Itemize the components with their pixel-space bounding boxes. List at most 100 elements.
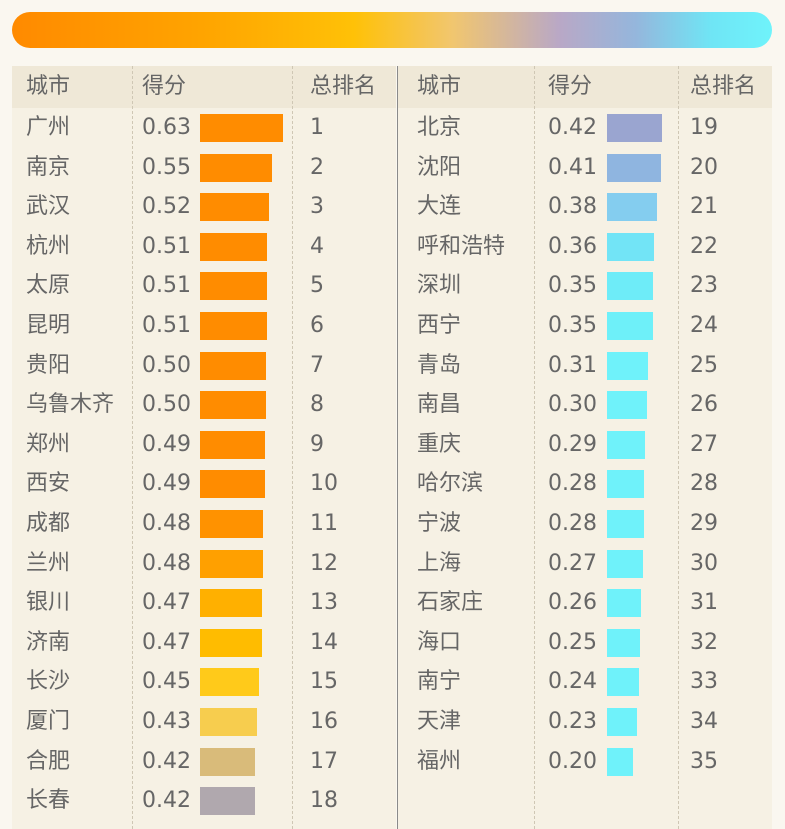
rank-label: 8 <box>310 392 324 418</box>
rank-label: 2 <box>310 154 324 180</box>
city-label: 南京 <box>26 154 71 180</box>
rank-label: 4 <box>310 233 324 259</box>
score-bar <box>200 351 266 380</box>
score-label: 0.23 <box>548 709 597 734</box>
score-bar <box>200 470 265 499</box>
rank-label: 24 <box>690 313 718 338</box>
city-label: 青岛 <box>417 352 462 378</box>
score-label: 0.49 <box>142 431 191 457</box>
score-bar <box>607 708 637 736</box>
score-bar <box>607 114 662 142</box>
score-label: 0.41 <box>548 154 597 180</box>
rank-label: 11 <box>310 511 338 536</box>
score-label: 0.51 <box>142 313 191 338</box>
score-label: 0.28 <box>548 511 597 536</box>
city-label: 西宁 <box>417 313 462 338</box>
right-rank-header: 总排名 <box>690 74 757 99</box>
rank-label: 22 <box>690 233 718 259</box>
gradient-header-bar <box>12 12 772 48</box>
rank-label: 3 <box>310 194 324 220</box>
score-label: 0.29 <box>548 431 597 457</box>
city-label: 呼和浩特 <box>417 233 506 259</box>
right-city-header: 城市 <box>417 74 462 99</box>
rank-label: 17 <box>310 748 338 774</box>
left-city-header: 城市 <box>26 74 71 99</box>
rank-label: 20 <box>690 154 718 180</box>
left-score-header: 得分 <box>142 74 187 99</box>
rank-label: 26 <box>690 392 718 418</box>
score-bar <box>200 153 272 182</box>
rank-label: 31 <box>690 590 718 616</box>
score-bar <box>200 114 283 142</box>
city-label: 哈尔滨 <box>417 471 484 497</box>
score-label: 0.31 <box>548 352 597 378</box>
score-bar <box>200 787 255 816</box>
rank-label: 33 <box>690 669 718 695</box>
score-bar <box>607 549 643 578</box>
city-label: 深圳 <box>417 273 462 299</box>
score-bar <box>200 272 267 301</box>
left-header-band <box>12 66 396 108</box>
score-label: 0.52 <box>142 194 191 220</box>
score-label: 0.55 <box>142 154 191 180</box>
city-label: 长春 <box>26 788 71 814</box>
rank-label: 14 <box>310 629 338 655</box>
score-bar <box>200 430 265 459</box>
rank-label: 23 <box>690 273 718 299</box>
rank-label: 35 <box>690 748 718 774</box>
score-label: 0.42 <box>142 748 191 774</box>
score-bar <box>607 668 639 697</box>
score-bar <box>607 312 653 340</box>
rank-label: 1 <box>310 115 324 140</box>
score-label: 0.20 <box>548 748 597 774</box>
score-label: 0.51 <box>142 273 191 299</box>
rank-label: 21 <box>690 194 718 220</box>
score-bar <box>607 272 653 301</box>
score-label: 0.24 <box>548 669 597 695</box>
rank-label: 16 <box>310 709 338 734</box>
rank-label: 30 <box>690 550 718 576</box>
score-label: 0.51 <box>142 233 191 259</box>
score-label: 0.35 <box>548 273 597 299</box>
city-label: 乌鲁木齐 <box>26 392 115 418</box>
score-bar <box>200 708 257 736</box>
city-label: 郑州 <box>26 431 71 457</box>
city-label: 天津 <box>417 709 462 734</box>
left-divider-1 <box>132 66 133 829</box>
rank-label: 29 <box>690 511 718 536</box>
score-label: 0.49 <box>142 471 191 497</box>
rank-label: 5 <box>310 273 324 299</box>
center-separator <box>397 66 398 829</box>
rank-label: 32 <box>690 629 718 655</box>
city-label: 太原 <box>26 273 71 299</box>
score-label: 0.43 <box>142 709 191 734</box>
score-bar <box>200 747 255 776</box>
score-bar <box>200 232 267 261</box>
score-bar <box>200 193 269 222</box>
score-label: 0.48 <box>142 550 191 576</box>
city-label: 广州 <box>26 115 71 140</box>
score-bar <box>607 232 654 261</box>
score-bar <box>200 589 262 618</box>
rank-label: 28 <box>690 471 718 497</box>
city-label: 沈阳 <box>417 154 462 180</box>
score-label: 0.28 <box>548 471 597 497</box>
score-bar <box>607 628 640 657</box>
rank-label: 9 <box>310 431 324 457</box>
rank-label: 6 <box>310 313 324 338</box>
score-label: 0.27 <box>548 550 597 576</box>
city-label: 杭州 <box>26 233 71 259</box>
score-bar <box>200 668 259 697</box>
score-label: 0.42 <box>548 115 597 140</box>
city-label: 海口 <box>417 629 462 655</box>
left-rank-header: 总排名 <box>310 74 377 99</box>
rank-label: 19 <box>690 115 718 140</box>
score-label: 0.25 <box>548 629 597 655</box>
score-label: 0.50 <box>142 392 191 418</box>
score-bar <box>200 549 263 578</box>
city-label: 福州 <box>417 748 462 774</box>
city-label: 济南 <box>26 629 71 655</box>
city-label: 昆明 <box>26 313 71 338</box>
score-bar <box>607 470 644 499</box>
city-label: 长沙 <box>26 669 71 695</box>
